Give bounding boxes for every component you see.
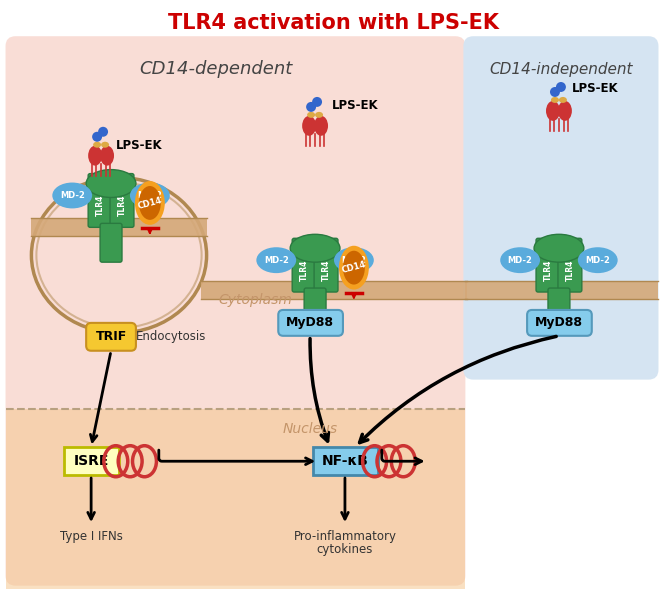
Text: TRIF: TRIF (95, 330, 127, 343)
Ellipse shape (37, 182, 202, 328)
Bar (64, 448, 119, 475)
FancyBboxPatch shape (110, 173, 134, 227)
Ellipse shape (546, 101, 560, 121)
Text: TLR4: TLR4 (117, 195, 127, 216)
FancyBboxPatch shape (278, 310, 343, 336)
Ellipse shape (290, 234, 340, 262)
Text: TLR4: TLR4 (543, 259, 553, 281)
Text: LPS-EK: LPS-EK (116, 139, 163, 152)
Text: MD-2: MD-2 (342, 256, 366, 265)
Ellipse shape (578, 247, 617, 273)
Ellipse shape (315, 112, 323, 118)
Text: cytokines: cytokines (317, 544, 373, 556)
Ellipse shape (130, 182, 170, 209)
Text: TLR4: TLR4 (300, 259, 308, 281)
Ellipse shape (558, 101, 572, 121)
Text: ISRE: ISRE (73, 454, 109, 468)
Bar (200, 281, 468, 299)
FancyBboxPatch shape (527, 310, 592, 336)
Bar (31, 218, 206, 236)
Text: NF-κB: NF-κB (322, 454, 368, 468)
Text: MD-2: MD-2 (137, 191, 163, 200)
Ellipse shape (306, 102, 316, 112)
Bar (313, 448, 378, 475)
Ellipse shape (256, 247, 296, 273)
FancyBboxPatch shape (548, 288, 570, 327)
Text: TLR4: TLR4 (565, 259, 574, 281)
Ellipse shape (343, 251, 365, 284)
Text: LPS-EK: LPS-EK (571, 82, 618, 95)
Text: TLR4 activation with LPS-EK: TLR4 activation with LPS-EK (168, 13, 498, 33)
Text: MyD88: MyD88 (535, 316, 583, 330)
FancyBboxPatch shape (86, 323, 136, 351)
Ellipse shape (101, 142, 109, 148)
FancyBboxPatch shape (292, 238, 316, 292)
Ellipse shape (86, 170, 136, 197)
Text: MyD88: MyD88 (286, 316, 334, 330)
Ellipse shape (312, 97, 322, 107)
FancyBboxPatch shape (314, 238, 338, 292)
Ellipse shape (100, 145, 114, 166)
Ellipse shape (551, 97, 559, 103)
Text: Pro-inflammatory: Pro-inflammatory (294, 530, 396, 544)
FancyBboxPatch shape (558, 238, 582, 292)
FancyBboxPatch shape (5, 36, 466, 586)
Ellipse shape (302, 116, 316, 136)
Ellipse shape (92, 132, 102, 142)
FancyBboxPatch shape (304, 288, 326, 327)
Text: CD14-independent: CD14-independent (490, 61, 633, 76)
FancyBboxPatch shape (88, 173, 112, 227)
Ellipse shape (307, 112, 315, 118)
Bar (5, 409, 466, 589)
Text: CD14: CD14 (137, 195, 163, 210)
Ellipse shape (559, 97, 567, 103)
Text: MD-2: MD-2 (264, 256, 288, 265)
Text: Endocytosis: Endocytosis (136, 330, 206, 343)
Text: MD-2: MD-2 (507, 256, 533, 265)
Text: CD14-dependent: CD14-dependent (139, 60, 292, 78)
Ellipse shape (53, 182, 92, 209)
Text: LPS-EK: LPS-EK (332, 100, 378, 113)
Ellipse shape (98, 127, 108, 136)
Text: MD-2: MD-2 (585, 256, 610, 265)
Ellipse shape (139, 186, 161, 220)
Ellipse shape (534, 234, 584, 262)
Bar (466, 281, 659, 299)
Ellipse shape (334, 247, 374, 273)
Text: CD14: CD14 (341, 260, 367, 275)
FancyBboxPatch shape (464, 36, 659, 380)
Ellipse shape (339, 246, 369, 290)
Ellipse shape (550, 87, 560, 97)
Ellipse shape (556, 82, 566, 92)
Text: TLR4: TLR4 (322, 259, 330, 281)
Ellipse shape (314, 116, 328, 136)
Text: Type I IFNs: Type I IFNs (60, 530, 123, 544)
FancyBboxPatch shape (100, 224, 122, 262)
Text: TLR4: TLR4 (96, 195, 105, 216)
Ellipse shape (135, 181, 165, 225)
FancyBboxPatch shape (536, 238, 560, 292)
Text: MD-2: MD-2 (60, 191, 85, 200)
Text: Cytoplasm: Cytoplasm (218, 293, 292, 307)
Ellipse shape (500, 247, 540, 273)
Ellipse shape (93, 142, 101, 148)
Ellipse shape (31, 178, 206, 333)
Text: Nucleus: Nucleus (282, 423, 338, 436)
Ellipse shape (88, 145, 102, 166)
